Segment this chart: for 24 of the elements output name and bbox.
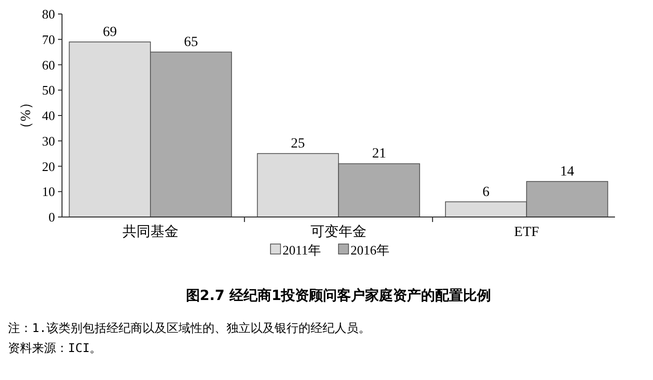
y-tick-label: 70: [42, 32, 55, 47]
y-tick-label: 40: [42, 108, 55, 124]
data-label: 25: [290, 136, 305, 152]
text: 注：1.该类别包括经纪商以及区域性的、独立以及银行的经纪人员。: [8, 321, 370, 335]
legend-label: 2011年: [282, 242, 322, 258]
y-tick-label: 20: [42, 158, 55, 174]
y-tick-label: 50: [42, 82, 55, 98]
text: 图2.7 经纪商1投资顾问客户家庭资产的配置比例: [186, 287, 492, 304]
y-tick-label: 80: [42, 6, 55, 22]
y-axis-title: （%）: [19, 96, 34, 136]
data-label: 14: [560, 164, 574, 180]
legend-label: 2016年: [350, 242, 390, 258]
y-tick-label: 60: [42, 57, 55, 72]
data-label: 21: [372, 146, 386, 162]
text: 资料来源：ICI。: [8, 341, 102, 355]
data-label: 65: [184, 35, 198, 50]
y-tick-label: 0: [48, 210, 55, 225]
y-tick-label: 30: [42, 133, 55, 148]
x-tick-label: 可变年金: [310, 224, 366, 240]
x-tick-label: 共同基金: [122, 224, 178, 240]
x-tick-label: ETF: [514, 225, 540, 240]
y-tick-label: 10: [42, 184, 55, 200]
data-label: 6: [482, 184, 490, 200]
data-label: 69: [102, 24, 117, 40]
